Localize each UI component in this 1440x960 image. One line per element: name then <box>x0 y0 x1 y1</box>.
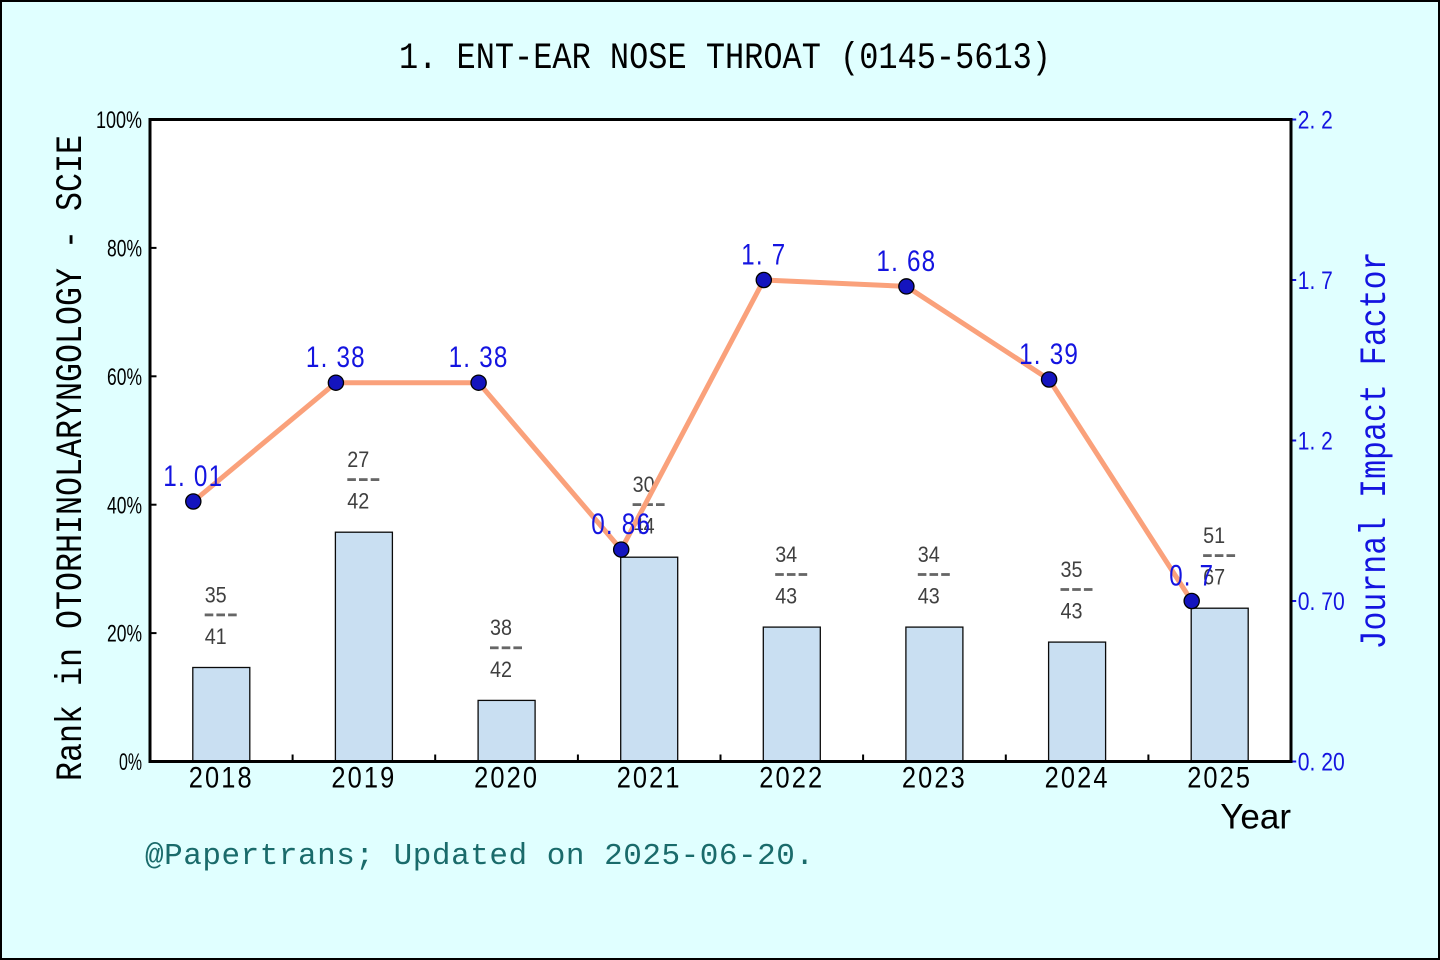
svg-text:2023: 2023 <box>902 762 967 795</box>
svg-text:Rank in OTORHINOLARYNGOLOGY -: Rank in OTORHINOLARYNGOLOGY - SCIE <box>51 135 93 781</box>
svg-text:43: 43 <box>1061 599 1083 624</box>
svg-text:40%: 40% <box>107 492 142 519</box>
svg-text:2025: 2025 <box>1187 762 1252 795</box>
svg-text:0. 20: 0. 20 <box>1298 749 1345 777</box>
svg-text:Year: Year <box>1220 797 1291 836</box>
svg-text:1. 39: 1. 39 <box>1019 338 1079 371</box>
svg-text:1. 7: 1. 7 <box>741 239 786 272</box>
svg-text:34: 34 <box>775 542 797 567</box>
svg-text:42: 42 <box>490 657 512 682</box>
svg-text:35: 35 <box>205 582 227 607</box>
svg-text:35: 35 <box>1061 557 1083 582</box>
svg-text:2022: 2022 <box>759 762 824 795</box>
svg-text:42: 42 <box>347 489 369 514</box>
svg-text:38: 38 <box>490 615 512 640</box>
svg-text:2. 2: 2. 2 <box>1298 107 1333 135</box>
svg-text:1. 7: 1. 7 <box>1298 267 1333 295</box>
svg-text:@Papertrans; Updated on 2025-0: @Papertrans; Updated on 2025-06-20. <box>145 839 814 874</box>
svg-text:0. 70: 0. 70 <box>1298 588 1345 616</box>
svg-text:34: 34 <box>918 542 940 567</box>
svg-text:2021: 2021 <box>617 762 682 795</box>
svg-text:1. 2: 1. 2 <box>1298 428 1333 456</box>
svg-text:2018: 2018 <box>189 762 254 795</box>
svg-text:51: 51 <box>1203 523 1225 548</box>
svg-text:20%: 20% <box>107 621 142 648</box>
svg-text:27: 27 <box>347 447 369 472</box>
svg-text:0%: 0% <box>119 749 142 776</box>
svg-text:0. 7: 0. 7 <box>1169 560 1214 593</box>
svg-text:1. 01: 1. 01 <box>163 460 223 493</box>
svg-text:Journal Impact Factor: Journal Impact Factor <box>1355 252 1397 650</box>
svg-text:2020: 2020 <box>474 762 539 795</box>
svg-text:67: 67 <box>1203 565 1225 590</box>
svg-text:80%: 80% <box>107 236 142 263</box>
svg-text:1. 38: 1. 38 <box>306 341 366 374</box>
svg-text:41: 41 <box>205 624 227 649</box>
svg-text:2024: 2024 <box>1045 762 1110 795</box>
svg-text:1. 68: 1. 68 <box>876 245 936 278</box>
svg-text:100%: 100% <box>96 107 142 134</box>
svg-text:43: 43 <box>918 584 940 609</box>
svg-text:43: 43 <box>775 584 797 609</box>
svg-text:1. 38: 1. 38 <box>449 341 509 374</box>
svg-text:2019: 2019 <box>331 762 396 795</box>
svg-text:60%: 60% <box>107 364 142 391</box>
svg-text:30: 30 <box>633 472 655 497</box>
svg-text:1. ENT-EAR NOSE THROAT (0145-5: 1. ENT-EAR NOSE THROAT (0145-5613) <box>399 38 1051 80</box>
svg-text:0. 86: 0. 86 <box>591 508 651 541</box>
